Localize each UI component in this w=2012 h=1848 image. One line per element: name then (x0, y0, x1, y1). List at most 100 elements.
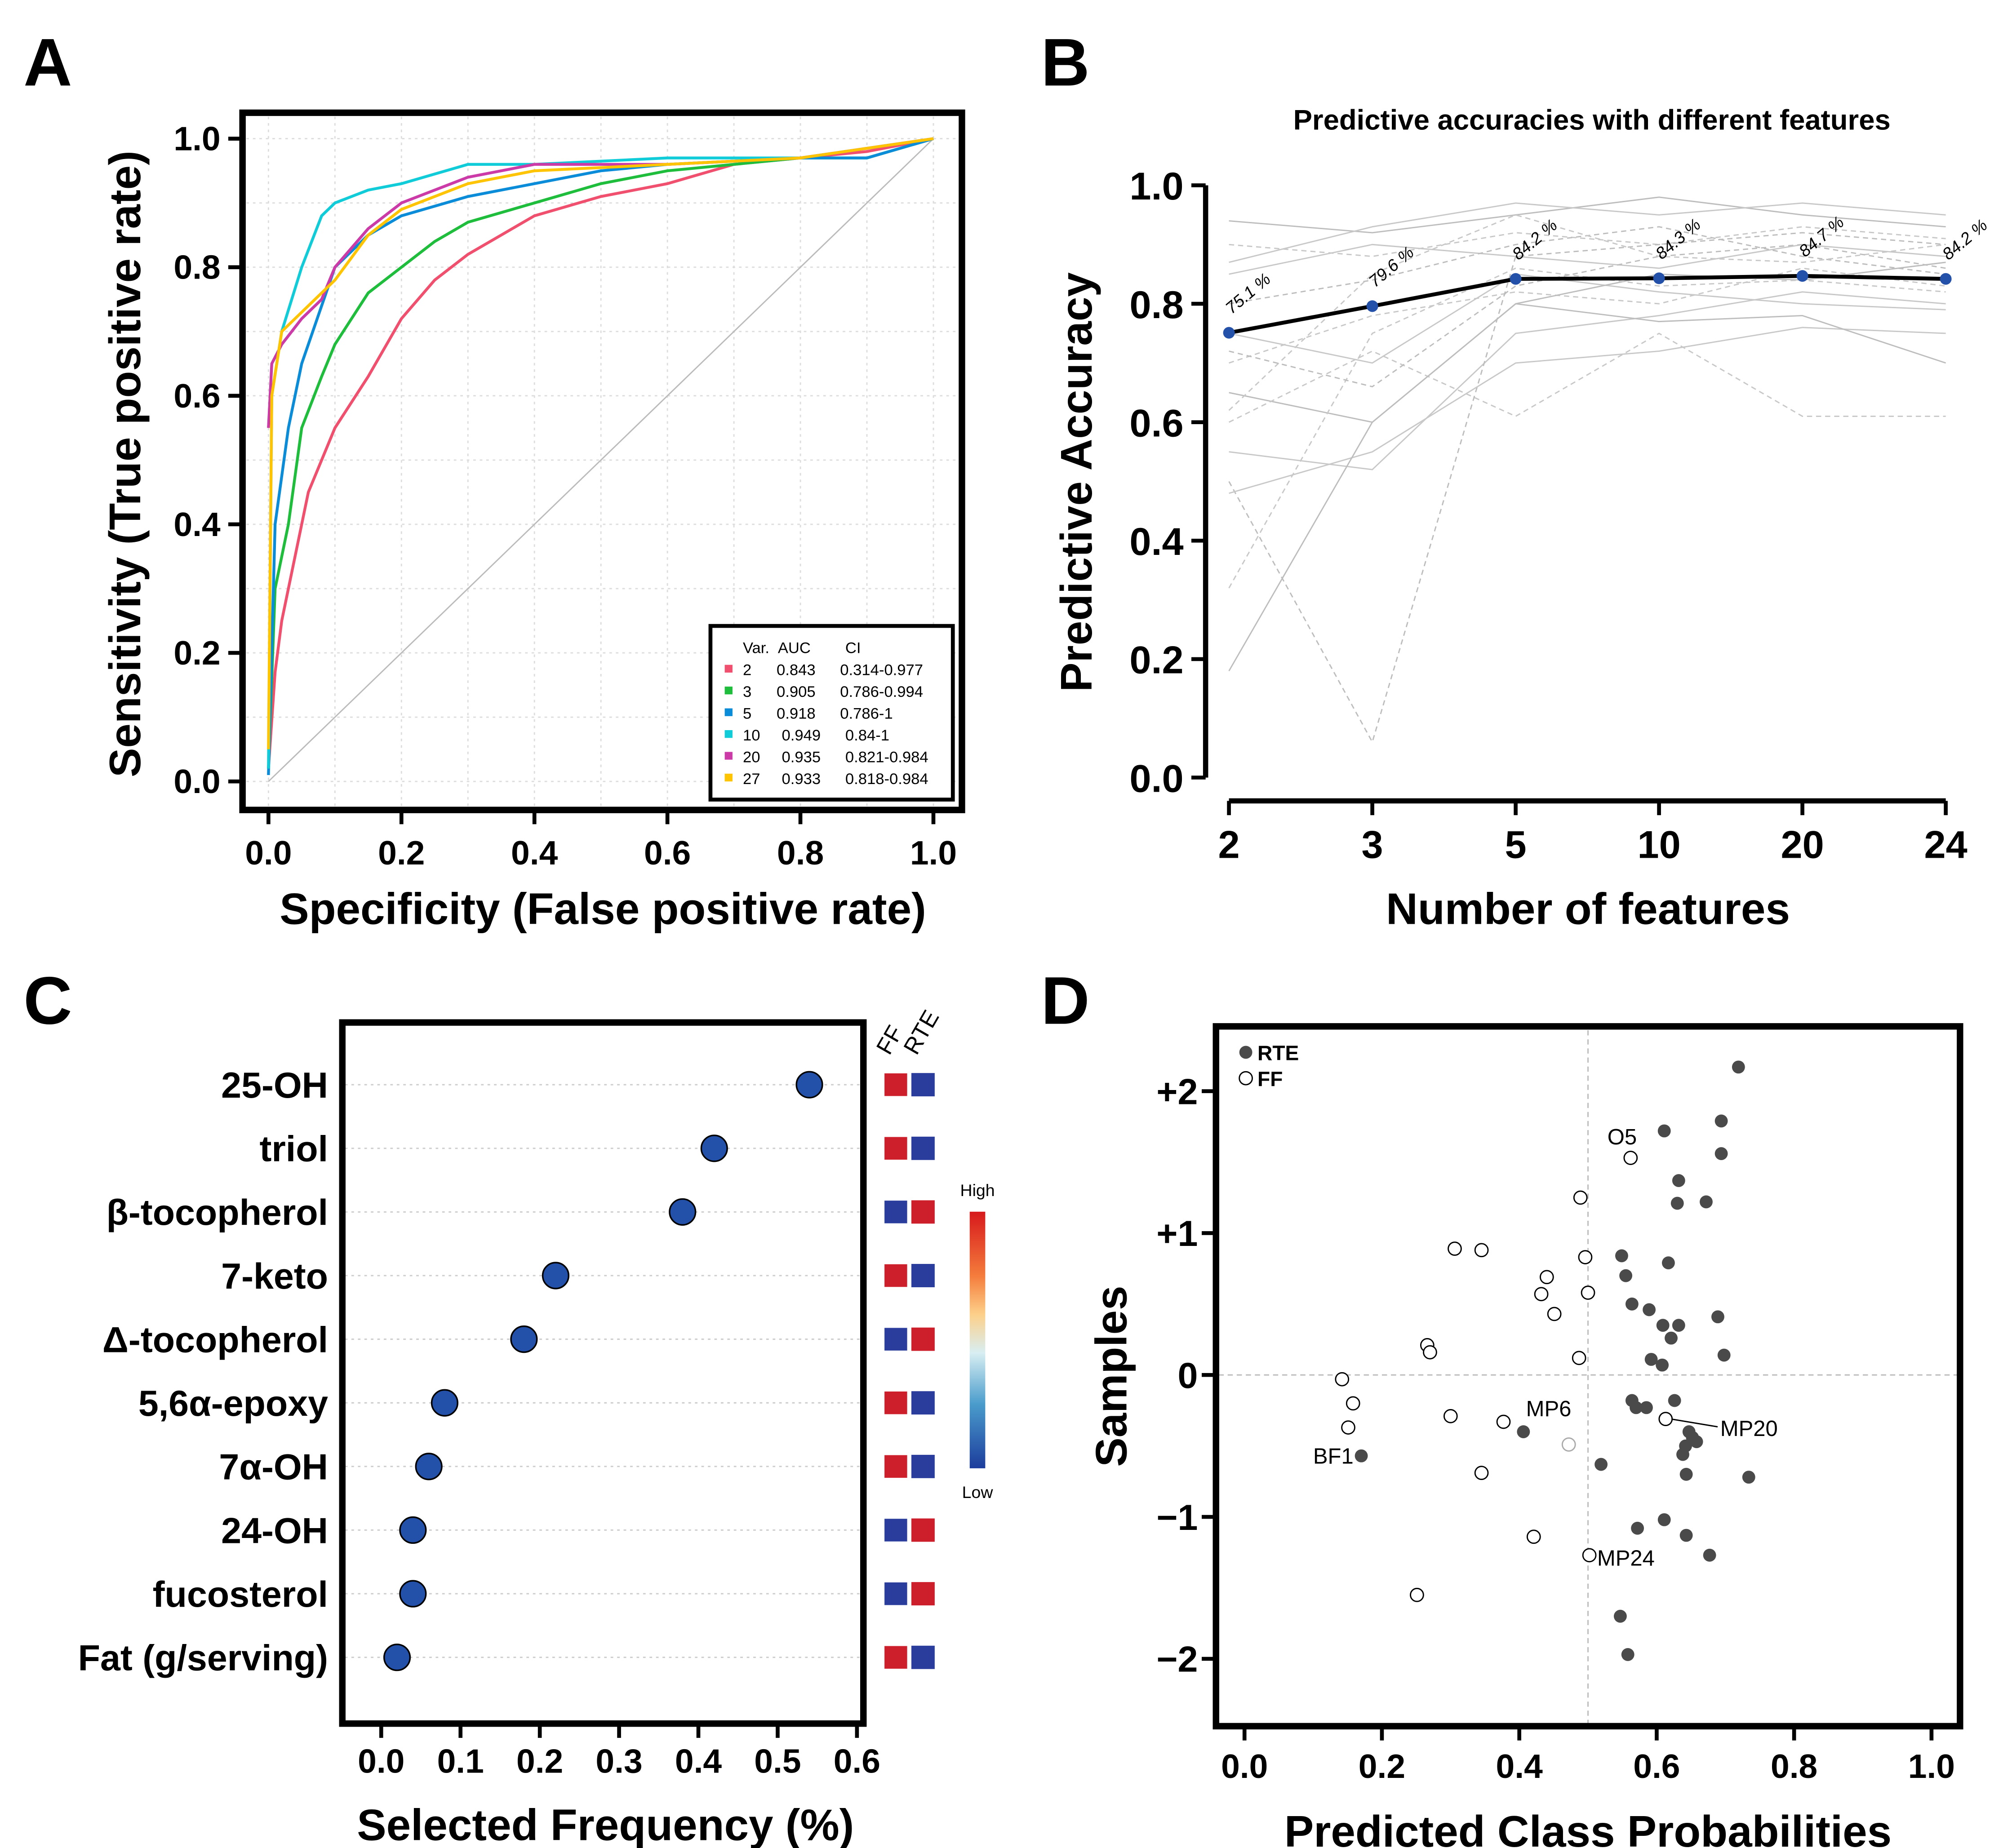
frequency-point (510, 1325, 538, 1353)
y-tick-label: 0 (1177, 1356, 1198, 1396)
rte-point (1661, 1256, 1675, 1270)
background-accuracy-line (1229, 196, 1946, 234)
panel-b-accuracy: Predictive accuracies with different fea… (1052, 104, 1991, 933)
frequency-point (795, 1071, 823, 1099)
accuracy-point (1366, 300, 1378, 312)
background-accuracy-line (1229, 327, 1946, 494)
y-tick-label: −1 (1156, 1498, 1198, 1538)
legend-ci: 0.821-0.984 (845, 749, 928, 766)
accuracy-point (1223, 327, 1235, 339)
heat-cell-ff (884, 1136, 908, 1161)
legend-box (708, 624, 955, 802)
x-tick-label: 1.0 (910, 834, 957, 872)
rte-point (1670, 1197, 1684, 1210)
y-tick-label: 1.0 (173, 120, 220, 158)
frequency-point (415, 1453, 443, 1480)
ff-point (1534, 1287, 1549, 1302)
legend-header-ci: CI (845, 640, 861, 657)
heat-cell-ff (884, 1518, 908, 1542)
heat-cell-ff (884, 1263, 908, 1288)
background-accuracy-line (1229, 202, 1946, 263)
legend-auc: 0.933 (782, 771, 821, 788)
legend-swatch (724, 665, 733, 673)
legend-ci: 0.818-0.984 (845, 771, 928, 788)
roc-curve-27 (267, 137, 934, 749)
legend-auc: 0.905 (777, 683, 816, 700)
row-label: Fat (g/serving) (78, 1638, 328, 1679)
legend-ci: 0.786-1 (840, 705, 893, 722)
panel-label-d: D (1041, 963, 1089, 1038)
rte-point (1656, 1319, 1670, 1332)
rte-point (1594, 1458, 1608, 1471)
panel-label-c: C (23, 963, 72, 1038)
rte-point (1644, 1353, 1658, 1366)
legend-rte-label: RTE (1257, 1041, 1299, 1064)
rte-point (1686, 1431, 1699, 1444)
row-label: 24-OH (221, 1511, 328, 1551)
sample-annotation: MP24 (1597, 1546, 1655, 1570)
mean-accuracy-line (1228, 274, 1946, 335)
x-axis-title: Number of features (1386, 884, 1790, 934)
y-axis-title: Predictive Accuracy (1052, 272, 1101, 692)
ff-point (1496, 1414, 1511, 1429)
y-tick-label: +1 (1156, 1214, 1198, 1254)
y-tick-label: −2 (1156, 1640, 1198, 1680)
rte-point (1517, 1425, 1530, 1438)
x-tick-label: 0.0 (1221, 1747, 1268, 1785)
x-tick-label: 0.2 (378, 834, 425, 872)
panel-c-frequency: 25-OH triol β-tocopherol 7-keto Δ-tocopherol… (78, 1006, 995, 1848)
ff-point (1410, 1587, 1424, 1602)
legend-auc: 0.843 (777, 662, 816, 679)
heat-cell-ff (884, 1391, 908, 1415)
ff-point (1539, 1270, 1554, 1285)
rte-point (1665, 1331, 1678, 1345)
rte-point (1679, 1529, 1693, 1542)
background-accuracy-line (1229, 226, 1946, 305)
frequency-point (542, 1262, 569, 1290)
row-label: 5,6α-epoxy (138, 1383, 328, 1424)
heat-cell-ff (884, 1327, 908, 1352)
colorbar-low-label: Low (962, 1483, 994, 1502)
ff-point (1581, 1285, 1595, 1300)
legend-ci: 0.84-1 (845, 727, 889, 744)
accuracy-point (1653, 272, 1665, 284)
rte-point (1619, 1269, 1633, 1282)
rte-point (1717, 1348, 1731, 1362)
panel-label-a: A (23, 24, 72, 100)
legend-var: 20 (743, 749, 760, 766)
rte-point (1703, 1548, 1716, 1562)
rte-point (1679, 1467, 1693, 1481)
y-tick-label: 0.6 (1129, 402, 1183, 445)
rte-point (1672, 1174, 1685, 1187)
ff-point (1346, 1396, 1360, 1411)
heat-cell-rte (911, 1264, 935, 1287)
background-accuracy-line (1228, 214, 1946, 411)
ff-point (1341, 1420, 1355, 1435)
panel-label-b: B (1041, 24, 1089, 100)
ff-point (1526, 1529, 1541, 1544)
background-accuracy-line (1228, 267, 1946, 589)
accuracy-label: 75.1 % (1222, 269, 1274, 317)
legend-var: 27 (743, 771, 760, 788)
plot-frame (1213, 1023, 1963, 1730)
sample-annotation: MP20 (1720, 1417, 1778, 1441)
frequency-point (399, 1580, 427, 1608)
ff-point (1623, 1151, 1638, 1165)
background-accuracy-line (1229, 244, 1946, 388)
x-tick-label: 24 (1924, 823, 1967, 866)
x-tick-label: 5 (1505, 823, 1527, 866)
roc-curve-3 (267, 137, 934, 769)
x-tick-label: 0.4 (1496, 1747, 1543, 1785)
heat-cell-ff (884, 1200, 908, 1224)
row-label: 7α-OH (219, 1447, 328, 1488)
heat-cell-rte (911, 1327, 935, 1351)
x-tick-label: 0.3 (595, 1742, 642, 1780)
rte-point (1711, 1310, 1724, 1324)
x-tick-label: 3 (1362, 823, 1383, 866)
row-label: Δ-tocopherol (102, 1320, 328, 1360)
y-axis-title: Samples (1087, 1285, 1136, 1467)
accuracy-point (1510, 273, 1522, 285)
heat-cell-ff (884, 1072, 908, 1097)
legend-ff-label: FF (1257, 1067, 1283, 1090)
